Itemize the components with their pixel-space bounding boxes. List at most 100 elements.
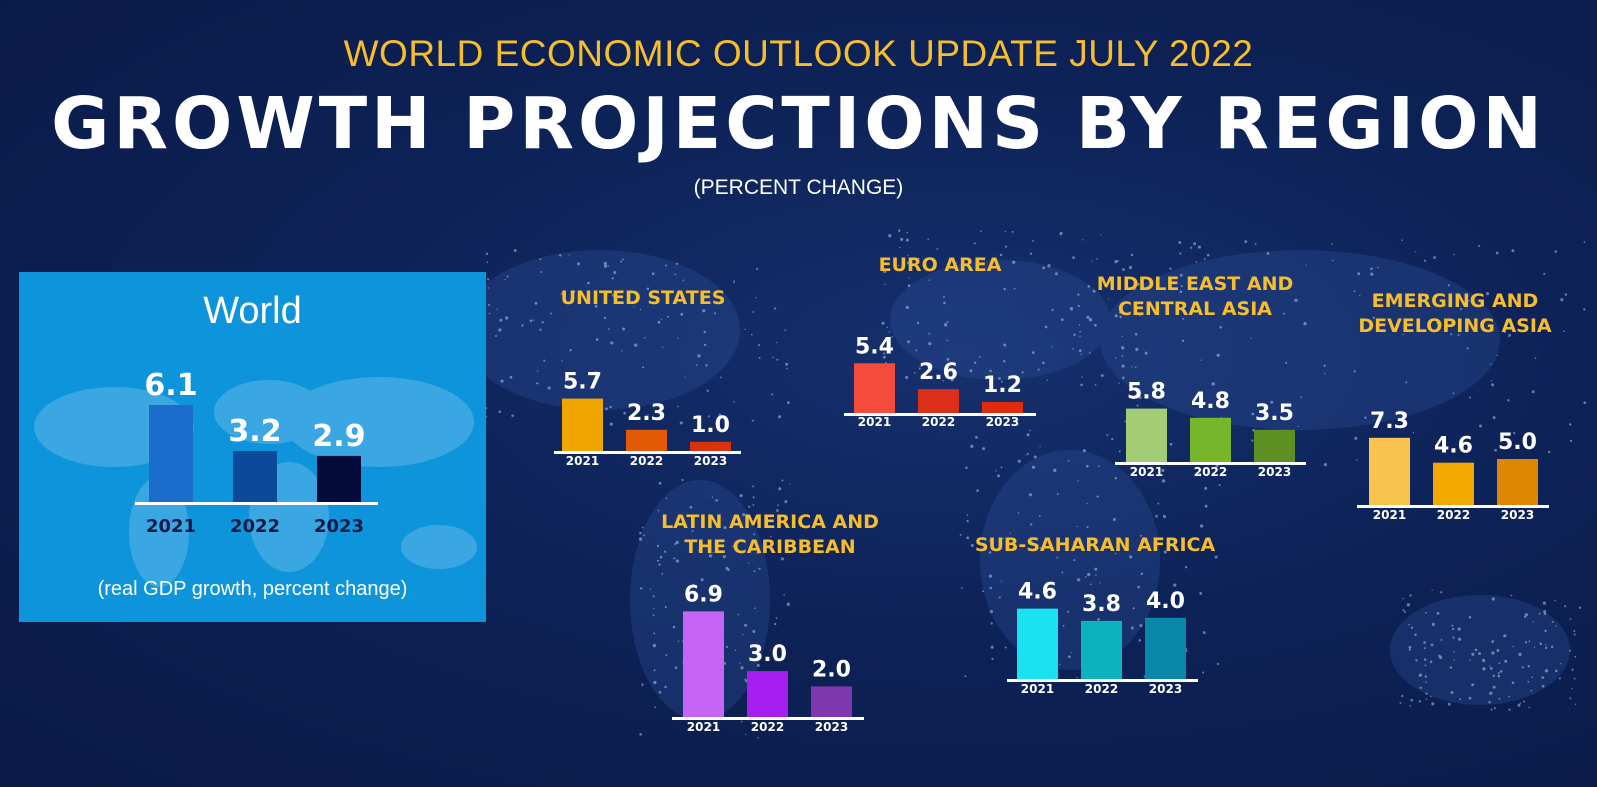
map-dot — [1491, 651, 1495, 655]
map-dot — [1423, 259, 1427, 262]
map-dot — [657, 320, 661, 324]
map-dot — [674, 666, 678, 670]
map-dot — [700, 578, 704, 582]
map-dot — [1401, 694, 1404, 698]
map-dot — [621, 290, 624, 293]
map-dot — [662, 346, 664, 348]
map-dot — [883, 269, 887, 274]
map-dot — [769, 649, 771, 651]
map-dot — [1114, 357, 1117, 359]
map-dot — [1402, 609, 1405, 612]
map-dot — [1142, 540, 1145, 544]
world-bar-2021 — [149, 405, 193, 502]
map-dot — [948, 258, 952, 262]
map-dot — [1030, 523, 1033, 526]
map-dot — [1423, 641, 1426, 644]
map-dot — [1447, 284, 1451, 287]
map-dot — [781, 479, 784, 482]
map-dot — [942, 379, 945, 382]
map-dot — [1332, 259, 1334, 262]
map-dot — [1405, 381, 1408, 384]
map-dot — [1415, 659, 1418, 662]
middle-east-year-label: 2022 — [1194, 465, 1227, 479]
map-dot — [499, 318, 503, 322]
map-dot — [966, 514, 969, 517]
map-dot — [711, 496, 714, 499]
map-dot — [1138, 395, 1142, 399]
latin-america-year-label: 2022 — [751, 720, 784, 734]
map-dot — [982, 590, 985, 593]
map-dot — [713, 594, 716, 597]
map-dot — [906, 261, 910, 265]
map-dot — [1087, 572, 1091, 577]
map-dot — [740, 720, 743, 723]
map-dot — [1573, 630, 1576, 633]
map-dot — [752, 503, 755, 506]
latin-america-value-label: 2.0 — [812, 657, 851, 682]
map-dot — [1423, 647, 1426, 650]
map-dot — [494, 334, 498, 338]
map-dot — [1070, 651, 1072, 654]
map-dot — [656, 544, 660, 548]
map-dot — [1086, 502, 1088, 505]
map-dot — [1094, 323, 1097, 327]
map-dot — [1000, 580, 1003, 582]
map-dot — [656, 559, 660, 562]
map-dot — [737, 613, 740, 616]
map-dot — [946, 321, 949, 323]
sub-saharan-bar-2021 — [1017, 608, 1058, 679]
world-value-label: 2.9 — [312, 419, 365, 454]
map-dot — [1490, 363, 1492, 366]
map-dot — [1199, 524, 1204, 528]
map-dot — [1002, 537, 1005, 540]
map-dot — [1067, 610, 1070, 613]
euro-area-year-label: 2021 — [858, 415, 891, 429]
map-dot — [706, 389, 709, 392]
map-dot — [758, 356, 761, 359]
map-dot — [560, 292, 564, 295]
map-dot — [1173, 583, 1177, 587]
map-dot — [1162, 514, 1167, 519]
map-dot — [506, 275, 509, 278]
map-dot — [1468, 396, 1472, 399]
map-dot — [907, 284, 911, 287]
map-dot — [1044, 325, 1048, 329]
map-dot — [676, 517, 679, 520]
map-dot — [1492, 416, 1496, 420]
map-dot — [1489, 691, 1493, 695]
map-dot — [928, 332, 931, 335]
emerging-asia-year-label: 2021 — [1373, 508, 1406, 522]
map-dot — [1412, 431, 1415, 434]
map-dot — [705, 364, 708, 367]
map-dot — [1117, 260, 1120, 262]
map-dot — [989, 369, 992, 373]
map-dot — [1037, 368, 1040, 371]
map-dot — [745, 733, 747, 736]
map-dot — [1569, 697, 1572, 700]
map-dot — [543, 359, 546, 362]
map-dot — [1039, 445, 1041, 448]
map-dot — [1568, 423, 1572, 426]
map-dot — [1042, 266, 1046, 270]
world-bar-2023 — [317, 455, 361, 502]
map-dot — [1423, 658, 1427, 661]
map-dot — [1573, 677, 1576, 680]
map-dot — [1011, 387, 1014, 389]
map-dot — [1089, 583, 1092, 586]
map-dot — [1028, 493, 1033, 497]
map-dot — [674, 273, 677, 276]
map-dot — [1121, 364, 1125, 368]
map-dot — [1086, 526, 1089, 529]
map-dot — [536, 370, 539, 372]
map-dot — [709, 593, 712, 596]
map-dot — [956, 262, 958, 264]
euro-area-bar-2022 — [918, 389, 959, 413]
map-dot — [1067, 460, 1070, 462]
map-dot — [786, 602, 790, 606]
map-dot — [1161, 479, 1166, 483]
map-dot — [1169, 267, 1172, 270]
map-dot — [928, 279, 931, 281]
map-dot — [978, 356, 981, 358]
map-dot — [1503, 634, 1507, 638]
map-dot — [998, 265, 1001, 268]
